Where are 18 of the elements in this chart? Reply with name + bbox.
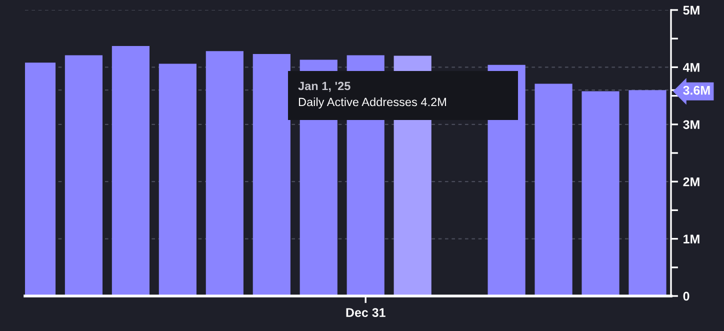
y-tick-label: 4M <box>682 63 700 72</box>
y-tick-label: 0 <box>683 292 690 301</box>
x-tick-label: Dec 31 <box>346 308 386 318</box>
bar <box>158 64 196 296</box>
bar <box>112 46 150 296</box>
bar <box>206 51 244 296</box>
bar <box>252 54 290 296</box>
annotation: Jan 1, '25 <box>298 82 350 92</box>
annotation: Daily Active Addresses 4.2M <box>298 98 446 108</box>
bar <box>628 90 666 296</box>
y-tick-label: 2M <box>683 177 700 186</box>
bar <box>534 84 572 296</box>
y-tick-label: 3.6M <box>683 86 710 95</box>
y-tick-label: 3M <box>683 120 700 130</box>
bar <box>582 91 620 296</box>
bar <box>64 55 103 296</box>
y-tick-label: 1M <box>684 234 700 244</box>
y-tick-label: 5M <box>683 6 700 15</box>
